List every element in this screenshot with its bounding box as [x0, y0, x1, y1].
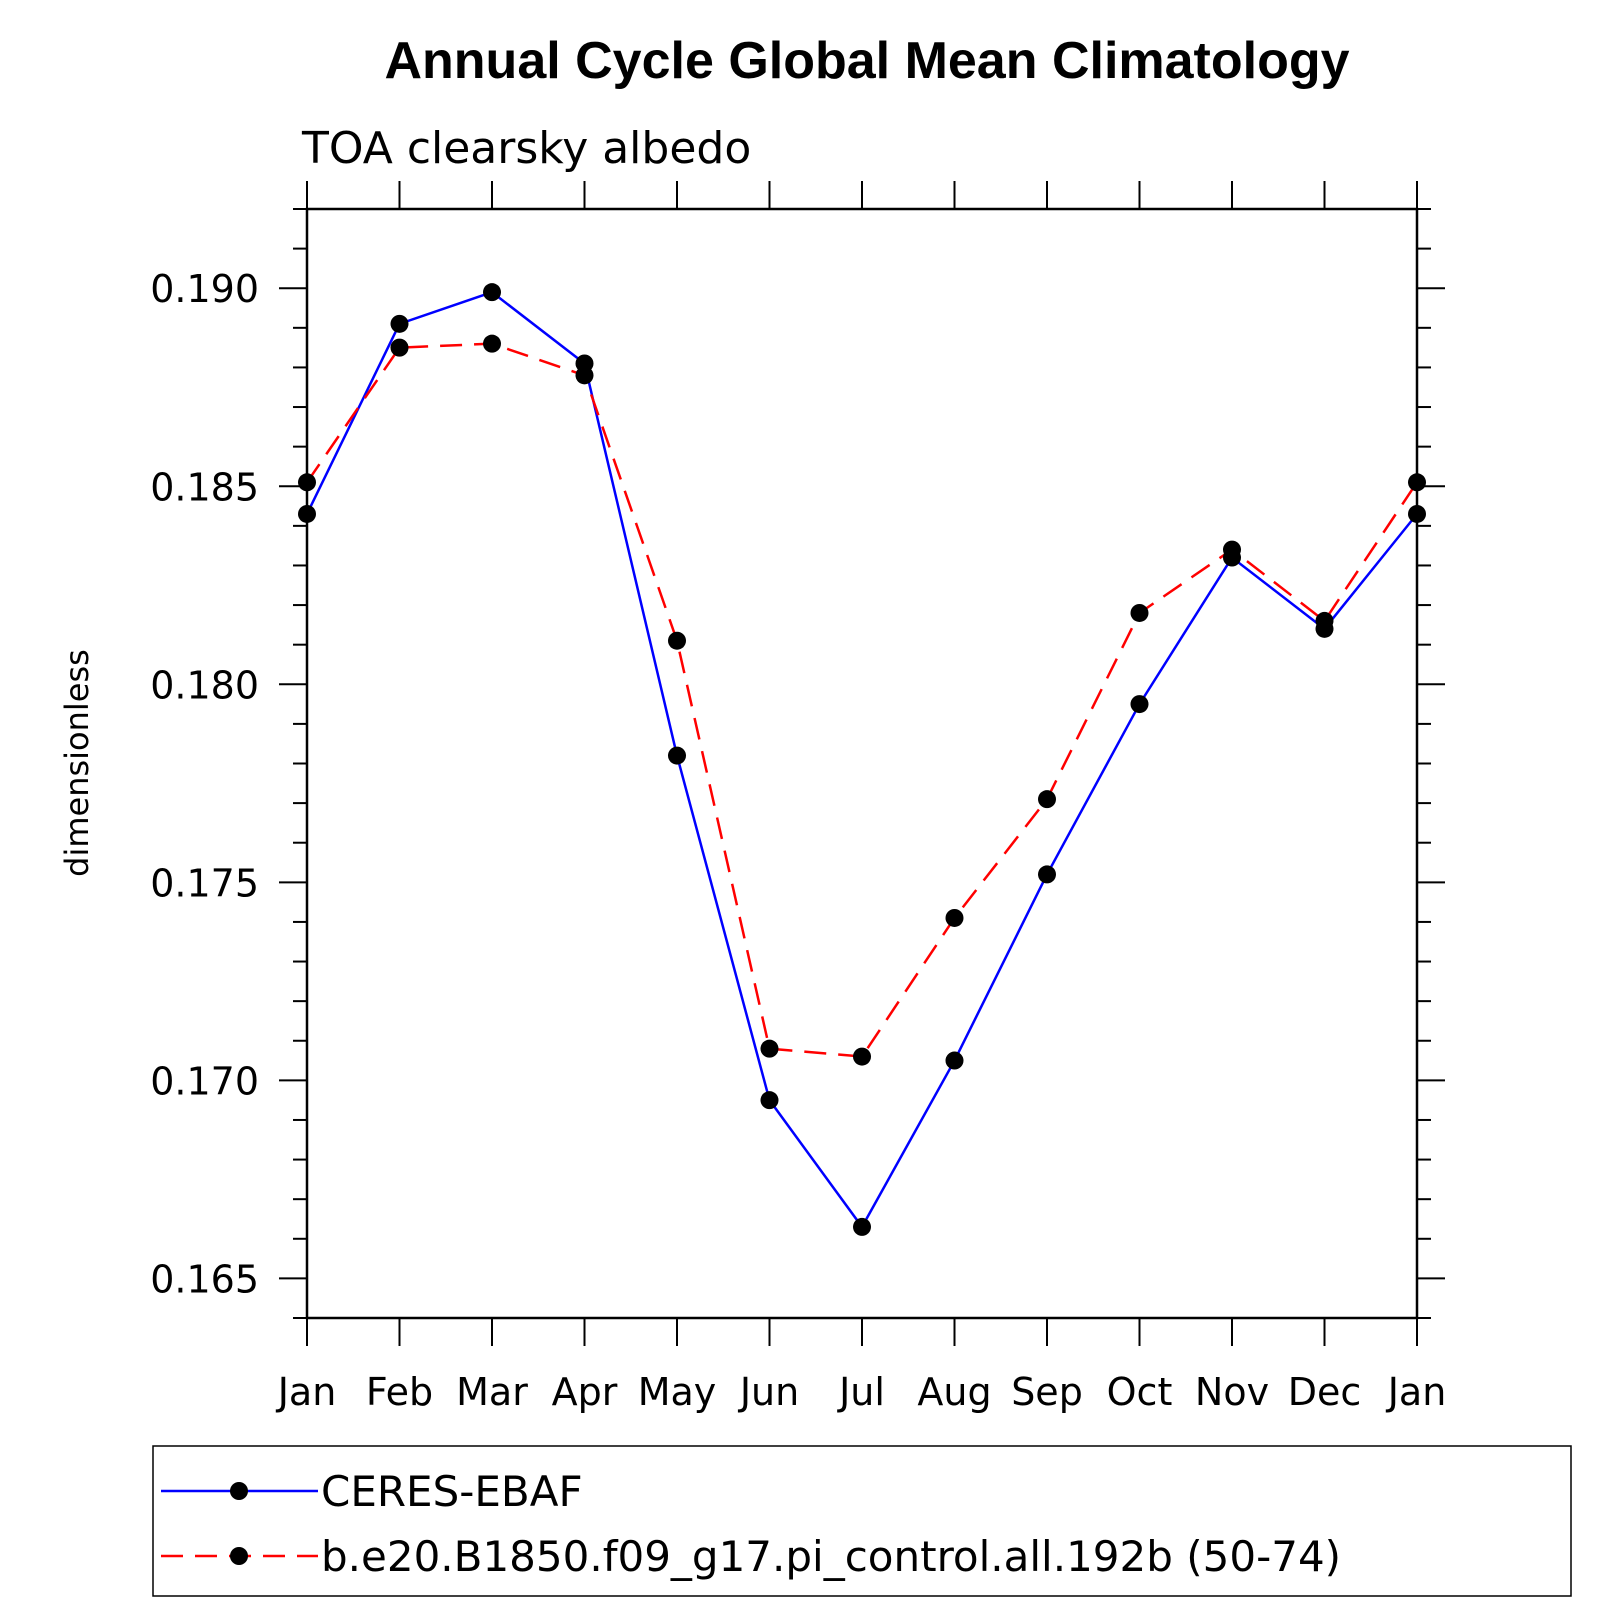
- series-1-point: [853, 1217, 871, 1236]
- plot-area: 0.165 0.170 0.175 0.180 0.185 0.190 Jan Feb Mar A…: [150, 181, 1446, 1414]
- x-tick-label: Nov: [1195, 1370, 1269, 1414]
- x-tick-label: Jan: [1386, 1370, 1447, 1414]
- series-2-point: [390, 338, 409, 357]
- x-tick-label: Mar: [456, 1370, 528, 1414]
- x-tick-label: Dec: [1288, 1370, 1362, 1414]
- legend-box: [152, 1445, 1572, 1597]
- series-1-point: [1408, 504, 1426, 523]
- series-1-point: [945, 1051, 964, 1070]
- series-1-point: [1130, 695, 1149, 714]
- x-tick-label: Sep: [1011, 1370, 1083, 1414]
- y-tick-label: 0.175: [150, 861, 259, 905]
- series-2-point: [853, 1047, 871, 1066]
- chart-subtitle: TOA clearsky albedo: [301, 123, 751, 174]
- series-2-point: [483, 334, 501, 353]
- series-2-point: [298, 473, 316, 492]
- series-1-point: [298, 504, 316, 523]
- legend-marker-2: [230, 1547, 248, 1565]
- plot-frame: [305, 207, 1419, 1320]
- series-2-point: [1038, 790, 1056, 809]
- y-tick-label: 0.185: [150, 465, 259, 509]
- series-2-point: [1408, 473, 1426, 492]
- series-line-1: [305, 290, 1418, 1230]
- series-1-point: [1038, 865, 1056, 884]
- x-tick-label: Aug: [917, 1370, 991, 1414]
- series-1-point: [390, 314, 409, 333]
- series-2-point: [760, 1039, 779, 1058]
- series-1-point: [483, 283, 501, 302]
- x-tick-label: Apr: [552, 1370, 618, 1414]
- x-tick-label: Jul: [837, 1370, 885, 1414]
- series-2-point: [1315, 611, 1334, 630]
- series-2-point: [1130, 603, 1149, 622]
- series-1-point: [668, 746, 686, 765]
- legend-marker-1: [230, 1482, 248, 1500]
- series-2-point: [668, 631, 686, 650]
- x-tick-label: Feb: [366, 1370, 433, 1414]
- x-tick-label: Jan: [276, 1370, 337, 1414]
- y-tick-label: 0.190: [150, 267, 259, 311]
- x-tick-label: Oct: [1107, 1370, 1173, 1414]
- legend: CERES-EBAF b.e20.B1850.f09_g17.pi_control…: [152, 1445, 1572, 1597]
- series-2-point: [1223, 540, 1241, 559]
- series-2-point: [945, 908, 964, 927]
- y-axis-label: dimensionless: [58, 649, 96, 877]
- series-2-point: [575, 366, 594, 385]
- x-tick-label: May: [638, 1370, 717, 1414]
- x-tick-label: Jun: [738, 1370, 799, 1414]
- y-tick-label: 0.165: [150, 1257, 259, 1301]
- y-tick-label: 0.180: [150, 663, 259, 707]
- chart-title: Annual Cycle Global Mean Climatology: [384, 32, 1349, 90]
- series-1-point: [760, 1091, 779, 1110]
- legend-label-1: CERES-EBAF: [321, 1467, 583, 1516]
- y-tick-label: 0.170: [150, 1059, 259, 1103]
- legend-label-2: b.e20.B1850.f09_g17.pi_control.all.192b …: [321, 1532, 1341, 1581]
- series-line-2: [305, 342, 1419, 1058]
